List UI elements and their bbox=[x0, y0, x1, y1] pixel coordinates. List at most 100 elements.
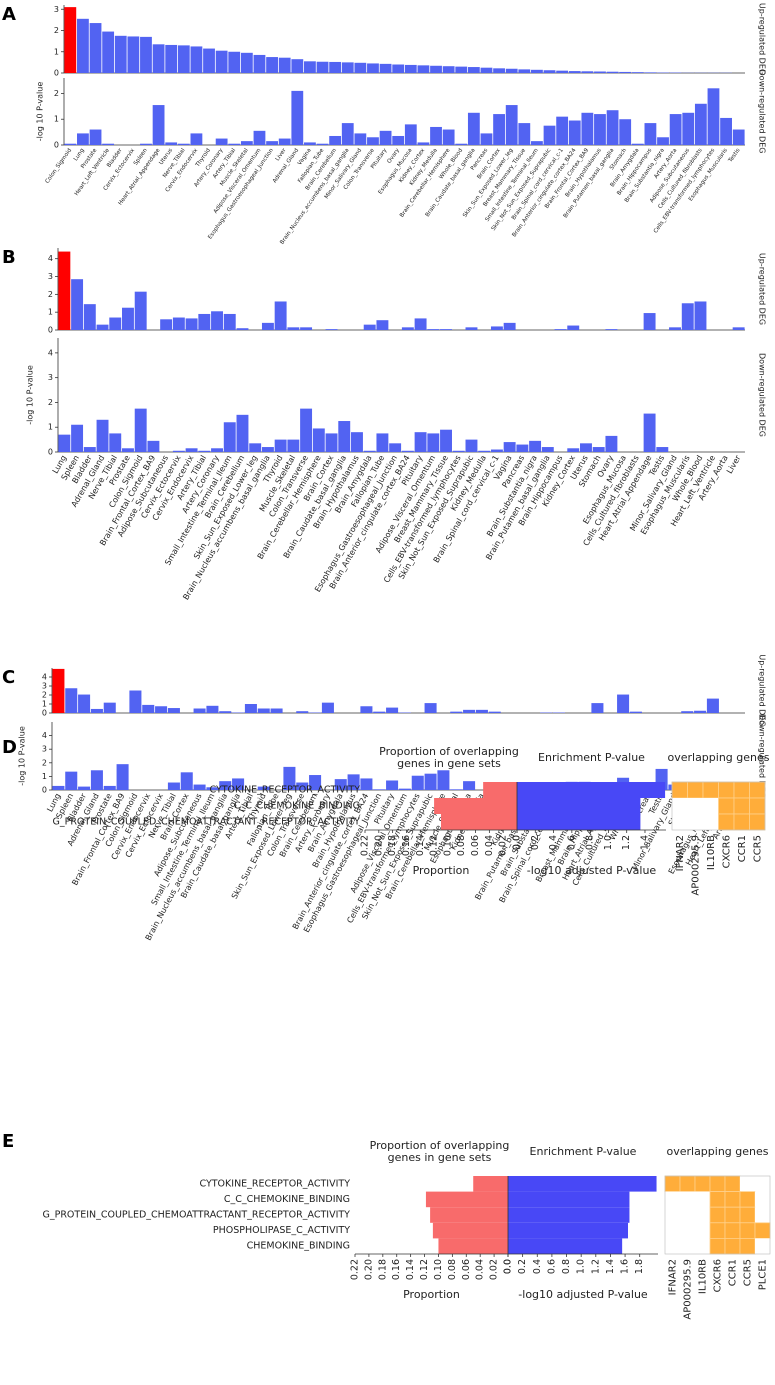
bar bbox=[244, 704, 257, 713]
bar bbox=[392, 135, 405, 145]
bar bbox=[140, 36, 152, 73]
bar bbox=[478, 450, 491, 452]
x-tick-label: 0.06 bbox=[461, 1259, 472, 1280]
bar bbox=[694, 710, 707, 713]
y-axis-label: -log 10 P-value bbox=[36, 82, 45, 142]
pvalue-bar bbox=[517, 782, 666, 798]
proportion-bar bbox=[438, 1238, 508, 1254]
bar bbox=[437, 770, 450, 790]
y-tick-label: 3 bbox=[48, 373, 53, 382]
bar bbox=[379, 130, 392, 145]
panel-letter: C bbox=[2, 667, 15, 688]
x-tick-label: 0.06 bbox=[470, 835, 481, 856]
x-tick-label: 0.0 bbox=[503, 1259, 514, 1274]
gene-label: CCR1 bbox=[728, 1259, 739, 1286]
bar bbox=[185, 318, 198, 330]
gene-cell bbox=[680, 1207, 695, 1223]
bar bbox=[228, 51, 241, 73]
gene-label: CCR5 bbox=[752, 835, 763, 862]
bar bbox=[185, 448, 198, 452]
bar bbox=[465, 327, 478, 330]
pvalue-bar bbox=[508, 1238, 623, 1254]
bar bbox=[376, 433, 389, 452]
bar bbox=[257, 708, 270, 713]
bar bbox=[363, 324, 376, 330]
gene-cell bbox=[672, 814, 688, 830]
bar bbox=[373, 789, 386, 790]
bar bbox=[440, 329, 452, 330]
gene-cell bbox=[739, 1238, 756, 1255]
bar bbox=[455, 66, 468, 73]
x-tick-label: 1.4 bbox=[639, 835, 650, 850]
bar bbox=[682, 112, 695, 145]
bar bbox=[274, 301, 287, 330]
x-tick-label: Testis bbox=[727, 147, 741, 164]
bar bbox=[78, 786, 91, 790]
bar bbox=[89, 23, 102, 73]
bar bbox=[304, 142, 316, 145]
bar bbox=[96, 419, 109, 452]
bar bbox=[167, 708, 180, 713]
gene-cell bbox=[739, 1222, 756, 1239]
panel-letter: E bbox=[2, 1131, 14, 1152]
bar bbox=[71, 424, 84, 452]
gene-frame bbox=[671, 781, 766, 831]
bar bbox=[531, 69, 543, 73]
bar bbox=[198, 313, 211, 330]
x-tick-label: 1.8 bbox=[634, 1259, 645, 1274]
bar bbox=[304, 61, 316, 73]
bar bbox=[424, 703, 437, 713]
bar bbox=[376, 320, 389, 330]
bar bbox=[341, 123, 354, 145]
bar bbox=[493, 68, 505, 73]
gene-cell bbox=[680, 1222, 695, 1239]
x-tick-label: 0.8 bbox=[585, 835, 596, 850]
gene-cell bbox=[695, 1222, 710, 1239]
x-tick-label: 0.4 bbox=[532, 1259, 543, 1274]
bar bbox=[732, 327, 745, 330]
bar bbox=[253, 54, 266, 73]
x-tick-label: 0.22 bbox=[360, 835, 371, 856]
bar bbox=[103, 702, 116, 713]
bar bbox=[732, 129, 745, 145]
bar bbox=[291, 90, 304, 145]
bar bbox=[325, 433, 338, 452]
gene-cell bbox=[709, 1206, 726, 1224]
bar bbox=[321, 702, 334, 713]
bar bbox=[531, 141, 543, 145]
bar bbox=[58, 434, 71, 452]
bar bbox=[556, 116, 569, 145]
x-tick-label: Liver bbox=[725, 453, 743, 475]
gene-label: CXCR6 bbox=[713, 1259, 724, 1292]
bar bbox=[567, 325, 580, 330]
y-tick-label: 3 bbox=[48, 272, 53, 281]
bar bbox=[404, 124, 417, 145]
bar bbox=[440, 429, 452, 452]
bar bbox=[261, 322, 274, 330]
bar bbox=[309, 775, 322, 790]
gene-cell bbox=[665, 1207, 680, 1223]
bar bbox=[278, 138, 291, 145]
gene-cell bbox=[755, 1176, 770, 1192]
bar bbox=[102, 143, 115, 145]
bar bbox=[190, 133, 203, 145]
gene-cell bbox=[709, 1191, 726, 1208]
gene-cell bbox=[749, 797, 766, 815]
x-tick-label: 0.22 bbox=[350, 1259, 361, 1280]
bar bbox=[567, 448, 580, 452]
x-tick-label: 0.18 bbox=[387, 835, 398, 856]
category-label: C_C_CHEMOKINE_BINDING bbox=[234, 801, 360, 812]
proportion-bar bbox=[430, 1207, 508, 1223]
bar bbox=[160, 319, 173, 330]
bar bbox=[83, 304, 96, 330]
y-tick-label: 4 bbox=[42, 673, 47, 682]
bar bbox=[694, 103, 707, 145]
gene-cell bbox=[739, 1191, 756, 1208]
y-tick-label: 1 bbox=[54, 47, 59, 56]
proportion-bar bbox=[434, 798, 517, 814]
bar bbox=[568, 120, 581, 145]
bar bbox=[287, 439, 300, 452]
bar bbox=[424, 773, 437, 790]
gene-cell bbox=[665, 1191, 680, 1208]
panel-letter: A bbox=[2, 4, 16, 25]
